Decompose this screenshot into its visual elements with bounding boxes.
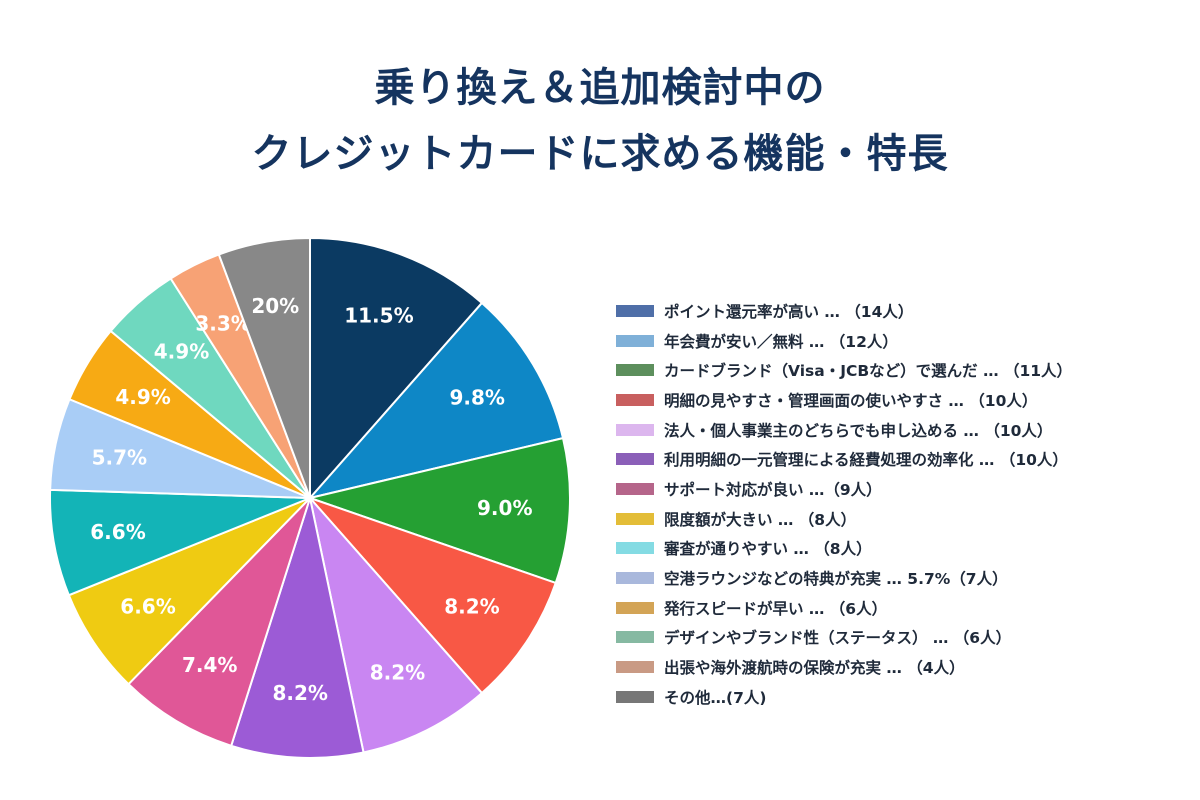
legend-swatch-5	[616, 423, 654, 436]
chart-title-line-2: クレジットカードに求める機能・特長	[251, 131, 949, 177]
pie-slice-label-9: 6.6%	[90, 520, 145, 544]
legend-label-10: 空港ラウンジなどの特典が充実 … 5.7%（7人）	[664, 570, 1008, 589]
legend-label-14: その他…(7人)	[664, 688, 767, 707]
pie-slice-8	[67, 497, 311, 686]
pie-slice-4	[306, 495, 557, 695]
pie-slice-14	[217, 236, 311, 499]
legend-swatch-8	[616, 512, 654, 525]
legend-swatch-1	[616, 304, 654, 317]
pie-slice-label-6: 8.2%	[272, 681, 327, 705]
legend-item-8: 限度額が大きい … （8人）	[616, 504, 1186, 534]
legend-item-12: デザインやブランド性（ステータス） … （6人）	[616, 623, 1186, 653]
legend-label-3: カードブランド（Visa・JCBなど）で選んだ … （11人）	[664, 362, 1073, 381]
legend-swatch-4	[616, 393, 654, 406]
legend-swatch-14	[616, 690, 654, 703]
pie-chart: 11.5% 9.8% 9.0% 8.2% 8.2% 8.2% 7.4% 6.6% 6.6% 5.7…	[49, 236, 571, 759]
legend-swatch-12	[616, 631, 654, 644]
legend-label-7: サポート対応が良い …（9人）	[664, 480, 882, 499]
legend-item-10: 空港ラウンジなどの特典が充実 … 5.7%（7人）	[616, 563, 1186, 593]
legend-swatch-2	[616, 334, 654, 347]
pie-slice-2	[307, 301, 565, 500]
chart-title: 乗り換え＆追加検討中の クレジットカードに求める機能・特長	[0, 55, 1200, 187]
legend-item-11: 発行スピードが早い … （6人）	[616, 593, 1186, 623]
legend-label-4: 明細の見やすさ・管理画面の使いやすさ … （10人）	[664, 391, 1038, 410]
legend-label-9: 審査が通りやすい … （8人）	[664, 540, 872, 559]
legend-item-1: ポイント還元率が高い … （14人）	[616, 296, 1186, 326]
legend-swatch-7	[616, 482, 654, 495]
legend-item-14: その他…(7人)	[616, 682, 1186, 712]
pie-slice-6	[229, 494, 365, 759]
legend-label-6: 利用明細の一元管理による経費処理の効率化 … （10人）	[664, 451, 1068, 470]
pie-slice-label-11: 4.9%	[115, 385, 170, 409]
legend-item-13: 出張や海外渡航時の保険が充実 … （4人）	[616, 652, 1186, 682]
pie-slice-label-1: 11.5%	[344, 304, 413, 328]
pie-slice-1	[309, 236, 484, 501]
pie-slice-3	[306, 436, 571, 585]
legend-item-3: カードブランド（Visa・JCBなど）で選んだ … （11人）	[616, 355, 1186, 385]
legend-label-11: 発行スピードが早い … （6人）	[664, 599, 888, 618]
legend-label-2: 年会費が安い／無料 … （12人）	[664, 332, 898, 351]
legend-swatch-9	[616, 542, 654, 555]
pie-slice-label-3: 9.0%	[477, 496, 532, 520]
legend-swatch-3	[616, 364, 654, 377]
pie-slice-9	[49, 488, 311, 597]
pie-slice-label-10: 5.7%	[92, 445, 147, 469]
chart-legend: ポイント還元率が高い … （14人） 年会費が安い／無料 … （12人） カードブラ…	[616, 296, 1186, 712]
pie-slice-label-5: 8.2%	[370, 660, 425, 684]
legend-item-9: 審査が通りやすい … （8人）	[616, 534, 1186, 564]
legend-label-1: ポイント還元率が高い … （14人）	[664, 302, 914, 321]
legend-item-2: 年会費が安い／無料 … （12人）	[616, 326, 1186, 356]
legend-swatch-10	[616, 572, 654, 585]
legend-label-13: 出張や海外渡航時の保険が充実 … （4人）	[664, 659, 965, 678]
legend-item-6: 利用明細の一元管理による経費処理の効率化 … （10人）	[616, 444, 1186, 474]
pie-slice-label-4: 8.2%	[444, 595, 499, 619]
legend-swatch-11	[616, 601, 654, 614]
pie-slice-5	[308, 494, 484, 754]
legend-swatch-13	[616, 661, 654, 674]
pie-slice-label-7: 7.4%	[182, 653, 237, 677]
legend-swatch-6	[616, 453, 654, 466]
pie-slice-label-14: 20%	[251, 294, 299, 318]
legend-item-7: サポート対応が良い …（9人）	[616, 474, 1186, 504]
legend-label-5: 法人・個人事業主のどちらでも申し込める … （10人）	[664, 421, 1053, 440]
legend-label-8: 限度額が大きい … （8人）	[664, 510, 857, 529]
pie-slice-label-2: 9.8%	[449, 386, 504, 410]
legend-item-4: 明細の見やすさ・管理画面の使いやすさ … （10人）	[616, 385, 1186, 415]
legend-item-5: 法人・個人事業主のどちらでも申し込める … （10人）	[616, 415, 1186, 445]
pie-slice-7	[127, 497, 311, 748]
legend-label-12: デザインやブランド性（ステータス） … （6人）	[664, 629, 1012, 648]
pie-slice-label-8: 6.6%	[120, 595, 175, 619]
pie-slice-label-12: 4.9%	[154, 339, 209, 363]
chart-title-line-1: 乗り換え＆追加検討中の	[374, 65, 826, 111]
